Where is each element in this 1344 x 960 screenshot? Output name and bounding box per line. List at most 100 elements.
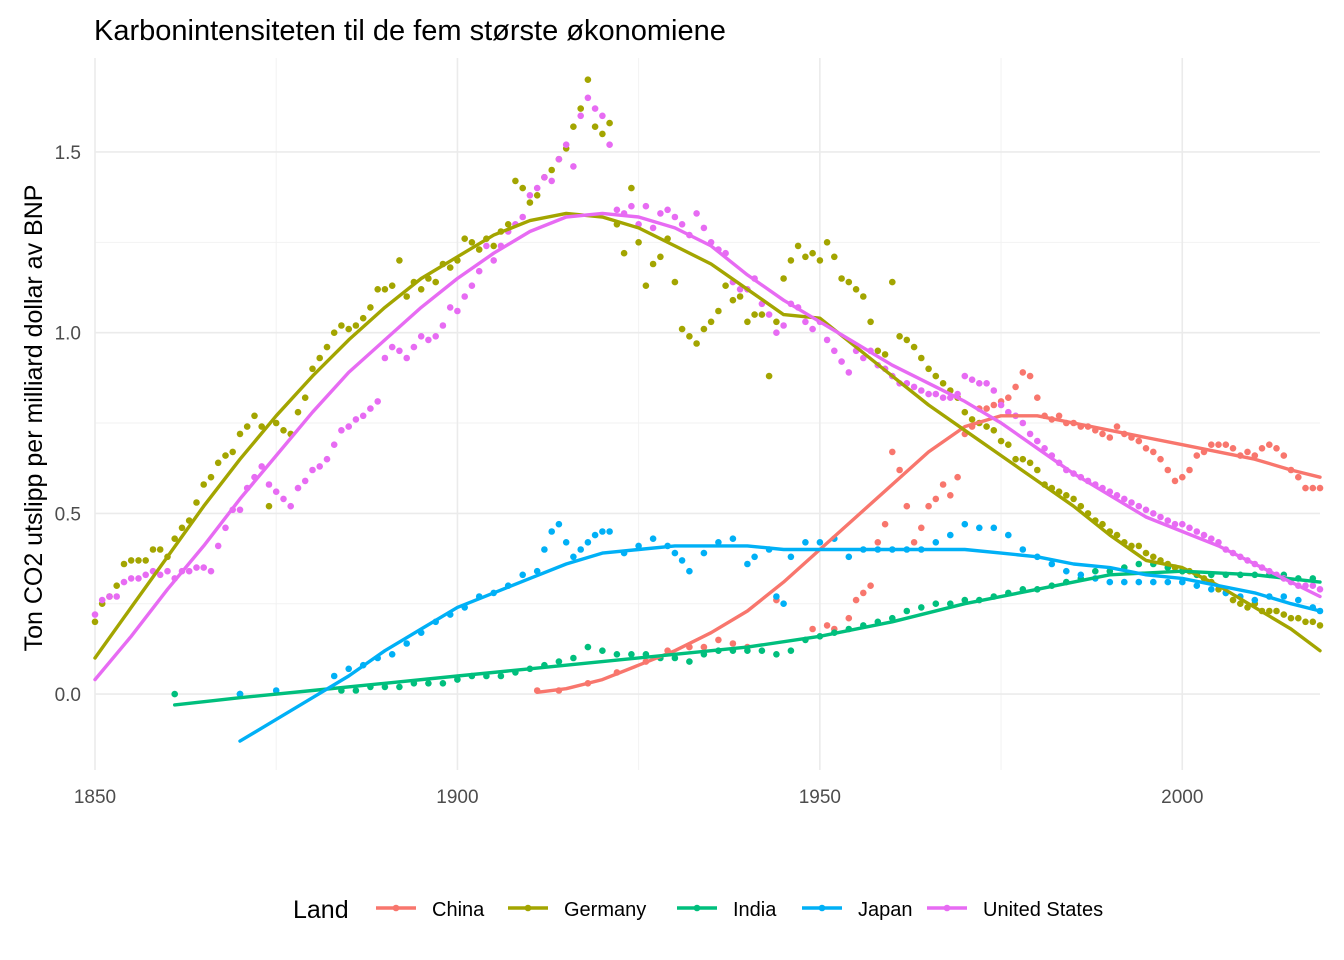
data-point — [272, 687, 280, 694]
data-point — [135, 557, 142, 564]
data-point — [678, 221, 686, 228]
data-point — [620, 249, 628, 257]
data-point — [1128, 499, 1135, 506]
data-point — [1179, 520, 1186, 528]
data-point — [403, 640, 411, 647]
x-tick-labels: 1850 1900 1950 2000 — [74, 787, 1204, 808]
data-point — [1237, 600, 1244, 607]
data-point — [1026, 459, 1034, 467]
data-point — [729, 296, 737, 304]
data-point — [352, 687, 360, 694]
data-point — [396, 347, 403, 355]
data-point — [490, 242, 498, 250]
points-japan — [236, 520, 1324, 698]
data-point — [359, 314, 367, 322]
data-point — [562, 141, 570, 148]
data-point — [635, 239, 642, 246]
legend-item: Germany — [508, 899, 646, 921]
legend-label: India — [733, 899, 777, 921]
trend-line-germany — [93, 211, 1322, 660]
data-point — [236, 690, 244, 698]
data-point — [1048, 560, 1056, 568]
data-point — [548, 166, 555, 174]
data-point — [555, 520, 563, 528]
data-point — [1316, 622, 1324, 629]
data-point — [649, 260, 657, 268]
data-point — [715, 539, 722, 546]
data-point — [758, 647, 766, 654]
data-point — [381, 354, 389, 362]
data-point — [236, 430, 244, 438]
data-point — [1215, 441, 1222, 449]
data-point — [461, 235, 469, 242]
data-point — [113, 593, 120, 600]
data-point — [352, 322, 360, 329]
data-point — [664, 206, 671, 214]
data-point — [744, 647, 751, 654]
data-point — [106, 593, 113, 600]
data-point — [1280, 593, 1288, 600]
data-point — [251, 412, 258, 420]
data-point — [751, 553, 758, 561]
data-point — [816, 539, 824, 546]
data-point — [1280, 611, 1288, 618]
legend-label: Japan — [858, 899, 913, 921]
data-point — [990, 524, 998, 532]
data-point — [932, 600, 940, 607]
data-point — [852, 286, 860, 293]
data-point — [860, 589, 867, 597]
data-point — [1077, 502, 1085, 510]
data-point — [715, 307, 722, 315]
data-point — [1106, 578, 1114, 586]
data-point — [1034, 466, 1041, 474]
data-point — [1193, 452, 1201, 459]
data-point — [961, 520, 969, 528]
data-point — [490, 257, 498, 264]
grid-lines — [94, 58, 1320, 770]
data-point — [1099, 430, 1106, 438]
x-tick-label: 1900 — [436, 787, 478, 808]
data-point — [483, 242, 490, 250]
data-point — [388, 651, 396, 658]
data-point — [947, 492, 954, 499]
data-point — [207, 473, 215, 481]
data-point — [910, 383, 918, 391]
data-point — [918, 604, 925, 611]
data-point — [454, 676, 461, 683]
data-point — [396, 683, 403, 691]
data-point — [367, 405, 374, 412]
data-point — [446, 264, 454, 271]
data-point — [773, 329, 780, 337]
data-point — [120, 578, 128, 586]
data-point — [309, 365, 316, 373]
y-axis-label: Ton CO2 utslipp per milliard dollar av B… — [20, 185, 48, 652]
data-point — [1041, 445, 1048, 452]
legend-key-point — [943, 904, 951, 912]
data-point — [222, 452, 229, 459]
data-point — [896, 466, 903, 474]
data-point — [736, 286, 744, 293]
data-point — [1309, 484, 1317, 492]
data-point — [976, 380, 983, 387]
data-point — [258, 423, 266, 430]
data-point — [809, 625, 816, 633]
data-point — [577, 112, 584, 120]
data-point — [823, 239, 831, 246]
data-point — [584, 76, 592, 83]
data-point — [301, 394, 309, 402]
data-point — [678, 557, 686, 564]
data-point — [780, 600, 787, 607]
data-point — [207, 567, 215, 575]
data-point — [374, 286, 382, 293]
data-point — [1302, 484, 1309, 492]
data-point — [1222, 441, 1230, 449]
data-point — [715, 636, 722, 644]
data-point — [1150, 553, 1157, 561]
data-point — [497, 672, 505, 680]
data-point — [1121, 578, 1128, 586]
data-point — [570, 553, 577, 561]
data-point — [338, 427, 345, 434]
data-point — [707, 318, 715, 326]
data-point — [932, 539, 940, 546]
data-point — [127, 557, 135, 564]
